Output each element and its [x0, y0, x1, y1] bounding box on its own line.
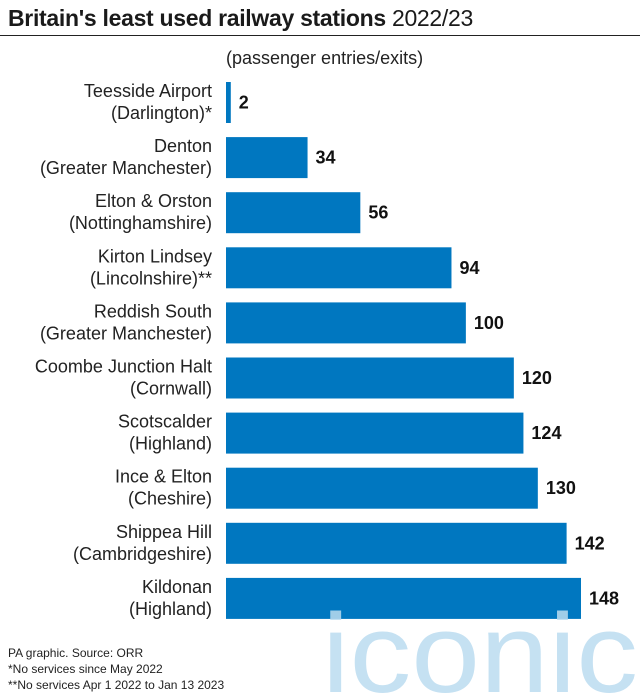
title-divider: [0, 35, 640, 36]
category-label-station: Ince & Elton: [115, 467, 212, 487]
bar: [226, 357, 514, 399]
category-label-station: Kildonan: [142, 577, 212, 597]
bar: [226, 577, 581, 619]
category-label-area: (Lincolnshire)**: [90, 268, 212, 288]
bar: [226, 522, 567, 564]
category-label-station: Shippea Hill: [116, 522, 212, 542]
footer-note-1: *No services since May 2022: [8, 662, 163, 676]
category-label-area: (Cornwall): [130, 379, 212, 399]
category-label-area: (Darlington)*: [111, 103, 212, 123]
bar: [226, 82, 231, 123]
category-label-station: Coombe Junction Halt: [35, 357, 212, 377]
value-label: 148: [589, 588, 619, 608]
footer-note-2: **No services Apr 1 2022 to Jan 13 2023: [8, 678, 225, 692]
bar: [226, 467, 538, 509]
category-label-area: (Greater Manchester): [40, 158, 212, 178]
category-label-station: Kirton Lindsey: [98, 246, 212, 266]
category-label-station: Denton: [154, 136, 212, 156]
category-label-area: (Highland): [129, 434, 212, 454]
value-label: 2: [239, 93, 249, 113]
chart-title-main: Britain's least used railway stations: [8, 5, 386, 31]
category-label-area: (Highland): [129, 599, 212, 619]
value-label: 56: [368, 203, 388, 223]
category-label-area: (Cambridgeshire): [73, 544, 212, 564]
bar: [226, 247, 452, 289]
bar: [226, 192, 361, 234]
value-label: 34: [316, 148, 336, 168]
footer-source: PA graphic. Source: ORR: [8, 646, 144, 660]
bar: [226, 137, 308, 179]
bar: [226, 412, 524, 454]
category-label-area: (Nottinghamshire): [69, 213, 212, 233]
category-label-area: (Cheshire): [128, 489, 212, 509]
category-label-station: Reddish South: [94, 301, 212, 321]
value-label: 124: [531, 423, 561, 443]
chart-subtitle: (passenger entries/exits): [226, 48, 424, 68]
chart-title: Britain's least used railway stations 20…: [8, 4, 473, 32]
value-label: 100: [474, 313, 504, 333]
category-label-station: Elton & Orston: [95, 191, 212, 211]
category-label-station: Teesside Airport: [84, 81, 212, 101]
value-label: 142: [575, 533, 605, 553]
chart-title-year: 2022/23: [385, 5, 473, 31]
value-label: 94: [459, 258, 479, 278]
value-label: 120: [522, 368, 552, 388]
bar: [226, 302, 466, 344]
category-label-station: Scotscalder: [118, 412, 212, 432]
category-label-area: (Greater Manchester): [40, 323, 212, 343]
value-label: 130: [546, 478, 576, 498]
